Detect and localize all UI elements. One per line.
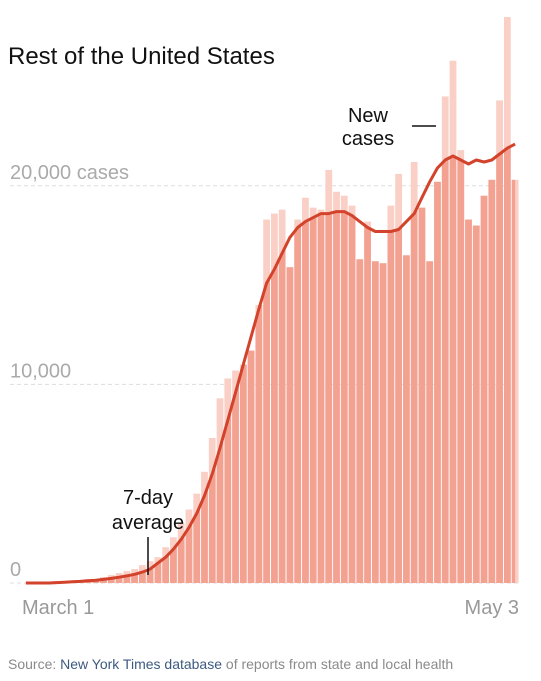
source: Source: New York Times database of repor… bbox=[8, 656, 453, 672]
y-tick-label: 0 bbox=[10, 559, 21, 581]
average-area bbox=[45, 144, 516, 583]
annotation-text: average bbox=[112, 512, 184, 534]
bars bbox=[45, 17, 519, 584]
annotation-text: New bbox=[348, 105, 389, 127]
x-tick-label: May 3 bbox=[465, 597, 519, 619]
bar bbox=[511, 179, 519, 583]
chart-title: Rest of the United States bbox=[8, 43, 275, 70]
source-link[interactable]: New York Times database bbox=[60, 656, 222, 672]
x-tick-label: March 1 bbox=[22, 597, 94, 619]
source-suffix: of reports from state and local health bbox=[222, 656, 453, 672]
annotation-text: cases bbox=[342, 128, 394, 150]
y-tick-label: 10,000 bbox=[10, 360, 71, 382]
average-line bbox=[25, 142, 516, 585]
annotation-text: 7-day bbox=[123, 487, 173, 509]
y-tick-label: 20,000 cases bbox=[10, 162, 129, 184]
source-prefix: Source: bbox=[8, 656, 60, 672]
